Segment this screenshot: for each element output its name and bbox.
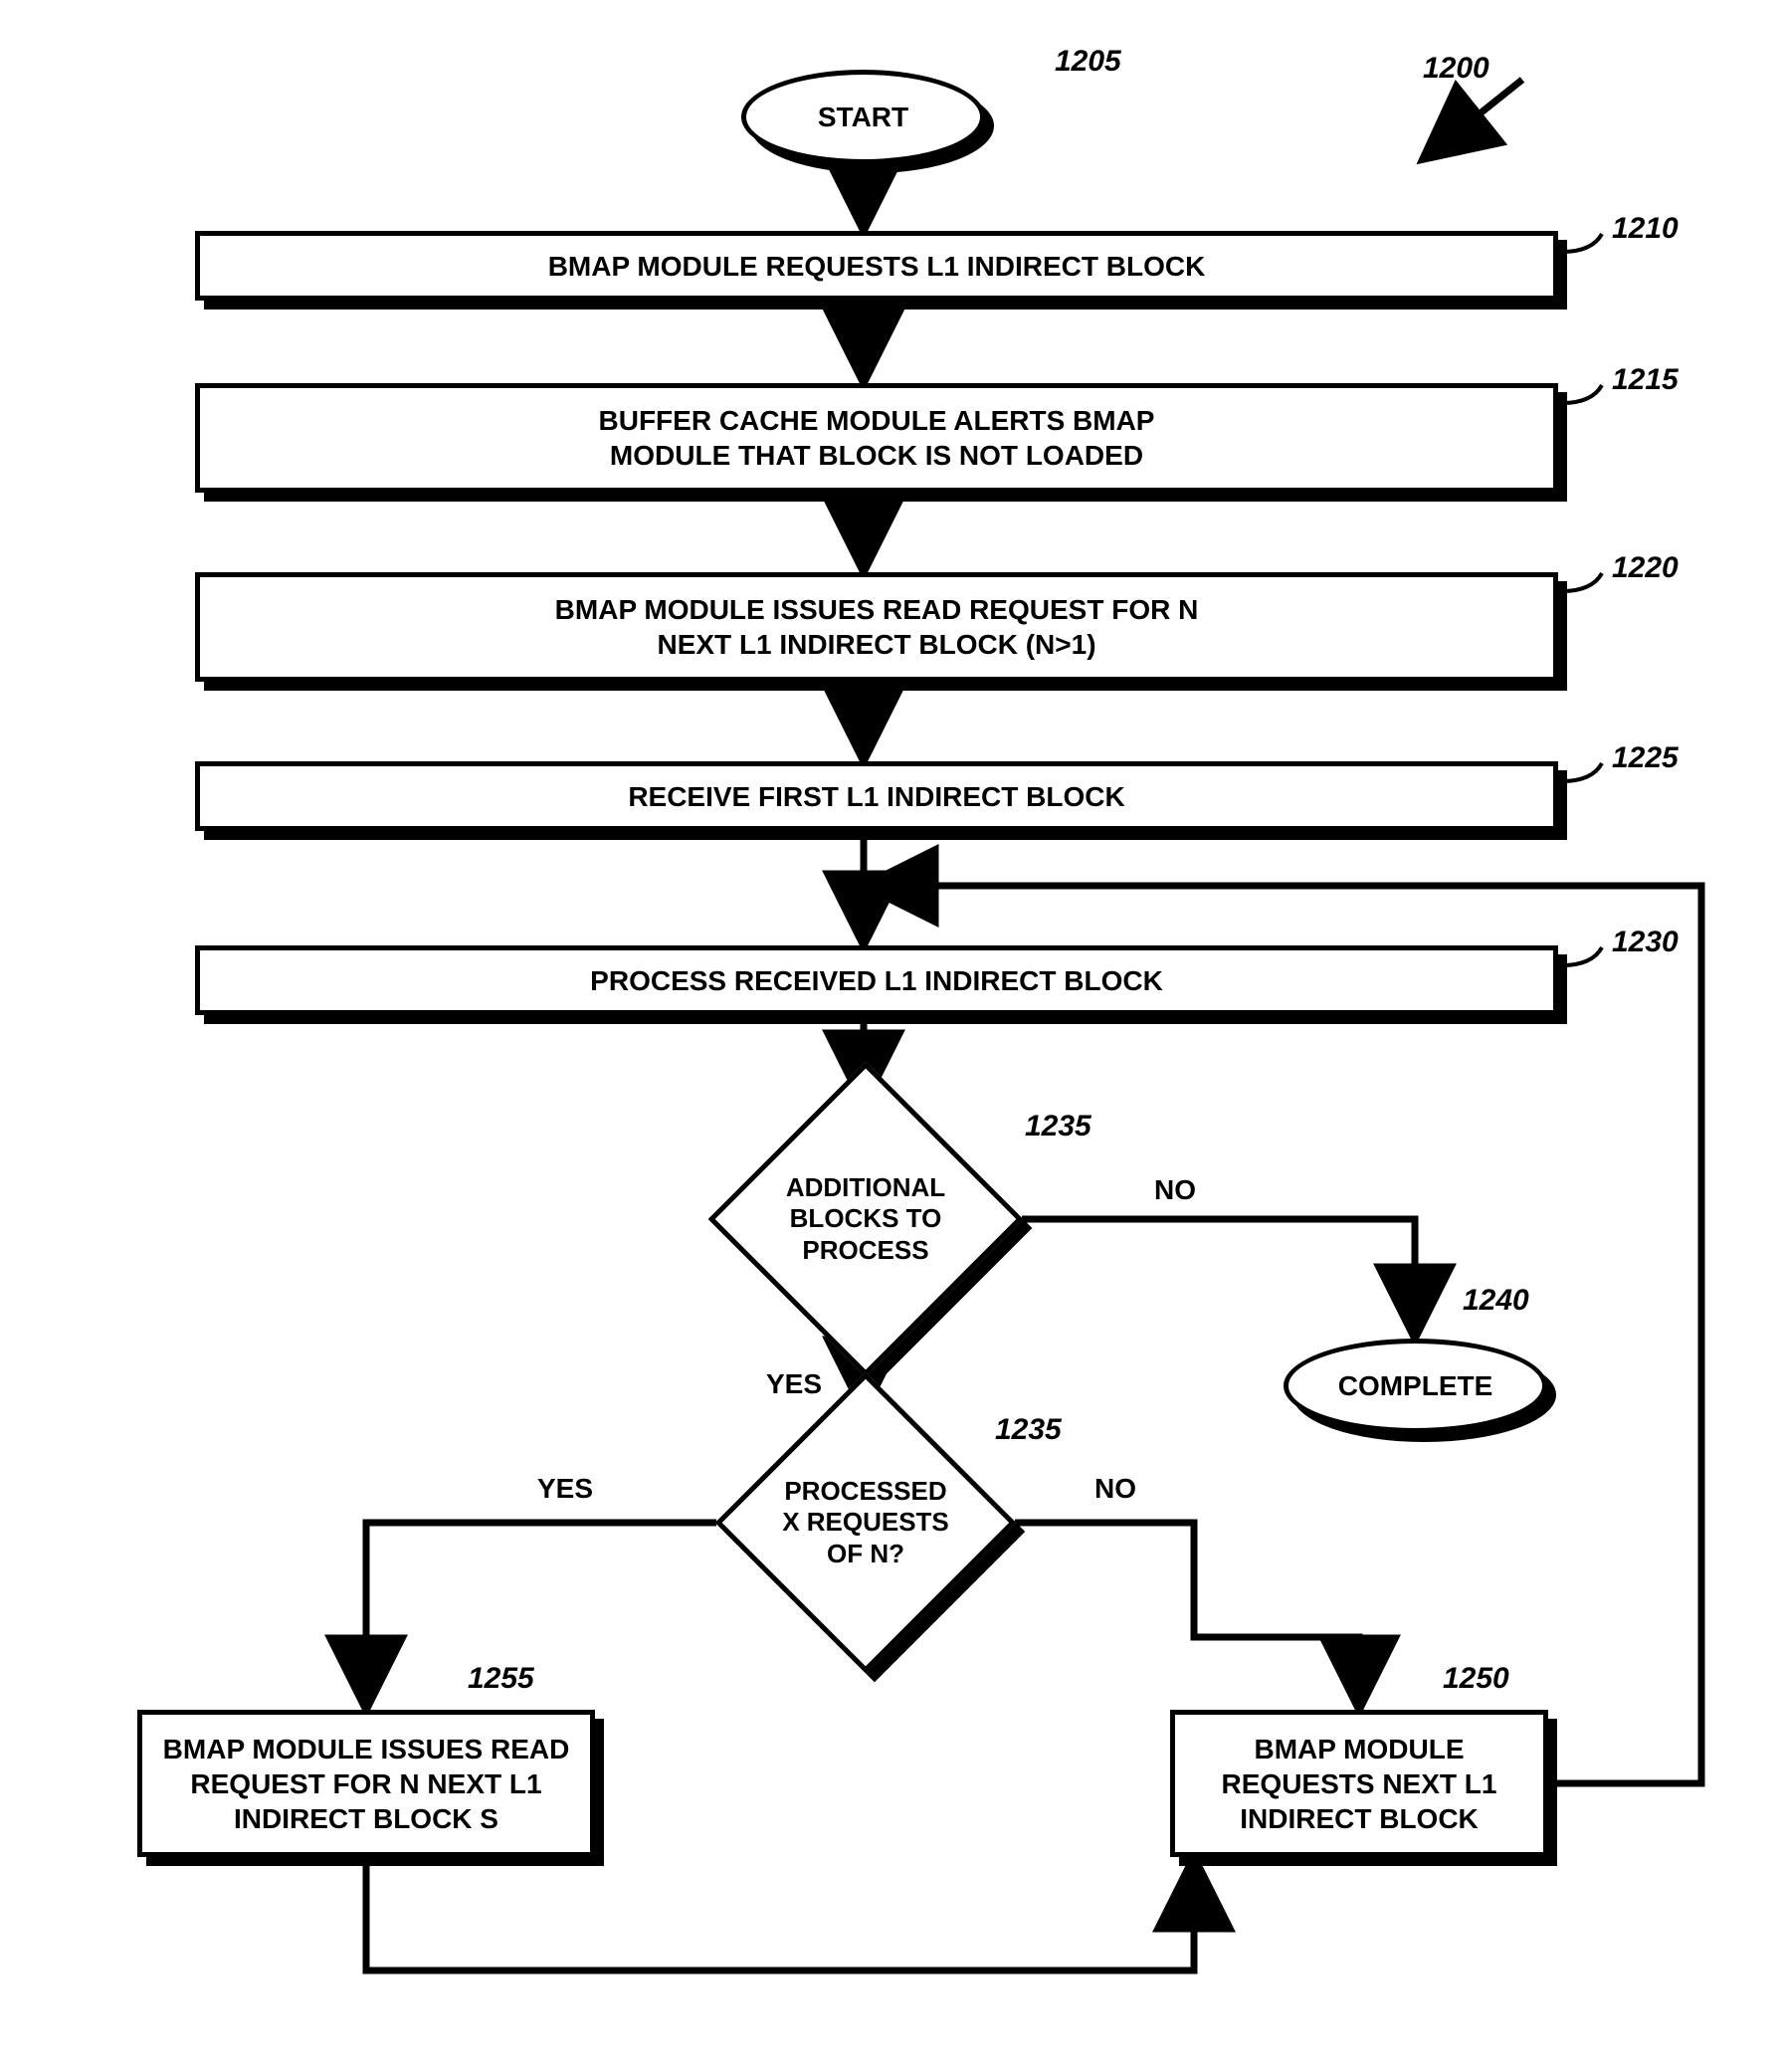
ref-label-1230: 1230: [1612, 926, 1679, 959]
ref-label-1220: 1220: [1612, 551, 1679, 585]
decision-d1235b-label: PROCESSED X REQUESTS OF N?: [716, 1416, 1014, 1629]
process-p1230-label: PROCESS RECEIVED L1 INDIRECT BLOCK: [590, 963, 1163, 998]
edge-label-yes2: YES: [537, 1473, 593, 1505]
edge-label-no1: NO: [1154, 1174, 1196, 1206]
ref-label-1250: 1250: [1443, 1662, 1509, 1696]
process-p1250-label: BMAP MODULE REQUESTS NEXT L1 INDIRECT BL…: [1222, 1732, 1497, 1836]
figure-ref-pointer: [1423, 80, 1522, 159]
ref-label-1235: 1235: [1025, 1110, 1091, 1143]
complete-label: COMPLETE: [1338, 1370, 1493, 1402]
connector-c-d2-no: [1015, 1523, 1359, 1710]
connector-c-d2-yes: [366, 1523, 716, 1710]
edge-label-yes1: YES: [766, 1368, 822, 1400]
ref-label-1210: 1210: [1612, 212, 1679, 246]
connector-c-1255-down: [366, 1857, 1085, 1970]
decision-d1235a-label: ADDITIONAL BLOCKS TO PROCESS: [709, 1108, 1022, 1331]
start-label: START: [818, 102, 908, 133]
process-p1255-label: BMAP MODULE ISSUES READ REQUEST FOR N NE…: [163, 1732, 570, 1836]
connector-c-1255-to-1250: [1085, 1857, 1194, 1970]
process-p1225: RECEIVE FIRST L1 INDIRECT BLOCK: [195, 761, 1558, 831]
ref-label-1225: 1225: [1612, 741, 1679, 775]
ref-label-1240: 1240: [1463, 1284, 1529, 1318]
process-p1220: BMAP MODULE ISSUES READ REQUEST FOR N NE…: [195, 572, 1558, 682]
complete-terminator: COMPLETE: [1284, 1339, 1547, 1433]
ref-label-1255: 1255: [468, 1662, 534, 1696]
process-p1225-label: RECEIVE FIRST L1 INDIRECT BLOCK: [628, 779, 1124, 814]
process-p1215-label: BUFFER CACHE MODULE ALERTS BMAP MODULE T…: [599, 403, 1155, 473]
ref-label-1205: 1205: [1055, 45, 1121, 79]
start-terminator: START: [741, 70, 985, 164]
process-p1255: BMAP MODULE ISSUES READ REQUEST FOR N NE…: [137, 1710, 595, 1857]
process-p1230: PROCESS RECEIVED L1 INDIRECT BLOCK: [195, 945, 1558, 1015]
figure-ref-label: 1200: [1423, 52, 1489, 86]
process-p1210: BMAP MODULE REQUESTS L1 INDIRECT BLOCK: [195, 231, 1558, 301]
decision-d1235b: PROCESSED X REQUESTS OF N?: [759, 1416, 972, 1629]
edge-label-no2: NO: [1094, 1473, 1136, 1505]
process-p1210-label: BMAP MODULE REQUESTS L1 INDIRECT BLOCK: [548, 249, 1206, 284]
process-p1215: BUFFER CACHE MODULE ALERTS BMAP MODULE T…: [195, 383, 1558, 493]
process-p1220-label: BMAP MODULE ISSUES READ REQUEST FOR N NE…: [555, 592, 1199, 662]
process-p1250: BMAP MODULE REQUESTS NEXT L1 INDIRECT BL…: [1170, 1710, 1548, 1857]
decision-d1235a: ADDITIONAL BLOCKS TO PROCESS: [754, 1108, 977, 1331]
connector-c-d1-no: [1022, 1219, 1415, 1339]
ref-label-1215: 1215: [1612, 363, 1679, 397]
